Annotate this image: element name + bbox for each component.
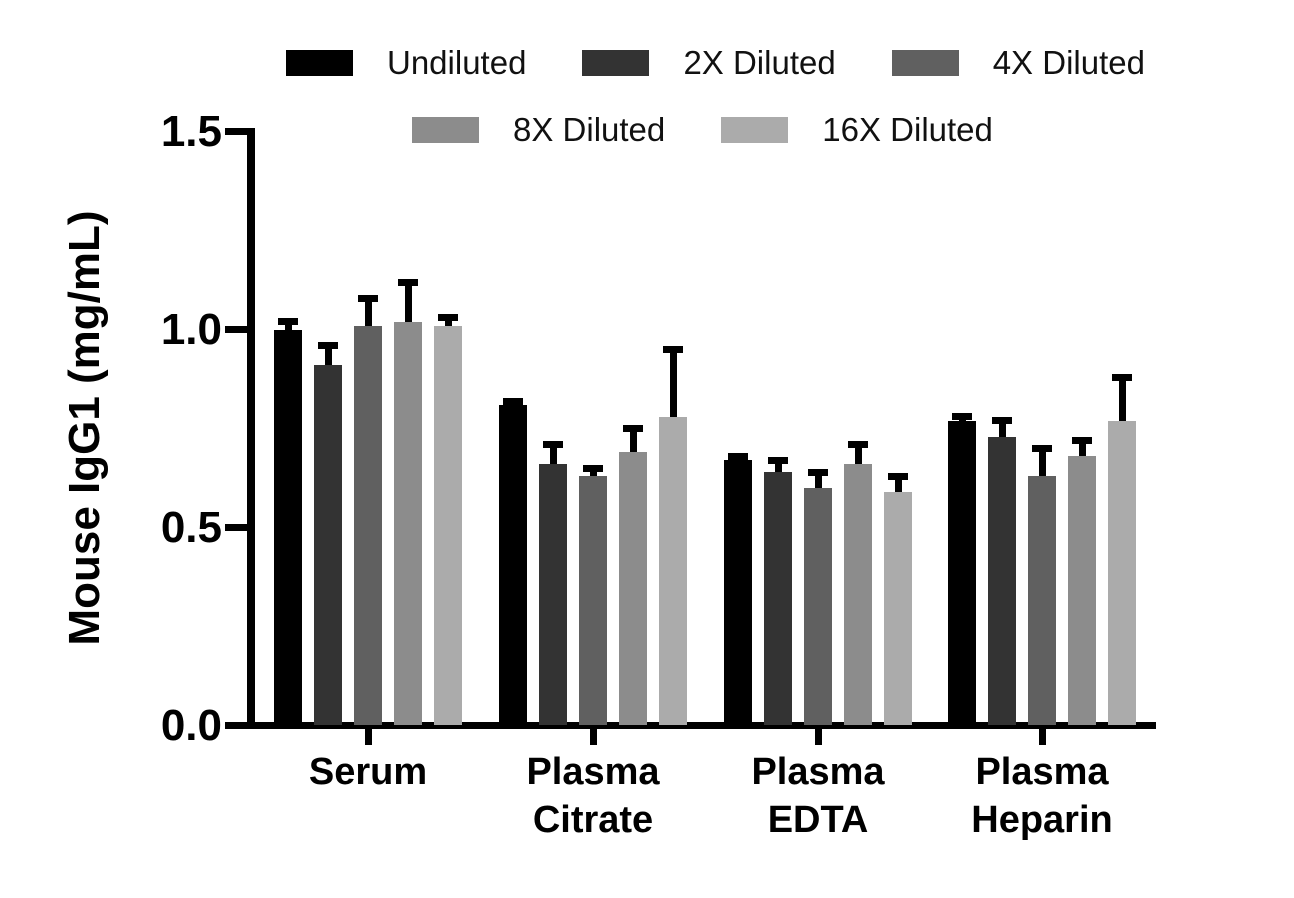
y-axis-tick bbox=[225, 128, 247, 136]
bar-plasma-edta-undiluted bbox=[724, 460, 752, 725]
category-label-plasma-citrate: Plasma Citrate bbox=[526, 751, 660, 841]
error-bar-cap-serum-4x-diluted bbox=[358, 294, 378, 302]
bar-plasma-citrate-4x-diluted bbox=[579, 476, 607, 725]
bar-plasma-heparin-8x-diluted bbox=[1068, 456, 1096, 725]
y-tick-label: 1.0 bbox=[160, 304, 222, 354]
y-axis-tick bbox=[225, 524, 247, 532]
error-bar-stem-serum-16x-diluted bbox=[444, 317, 452, 330]
legend-label-undiluted: Undiluted bbox=[387, 44, 527, 81]
error-bar-cap-plasma-edta-undiluted bbox=[728, 452, 748, 460]
error-bar-cap-serum-2x-diluted bbox=[318, 342, 338, 350]
x-axis-tick bbox=[364, 729, 372, 745]
bar-plasma-edta-2x-diluted bbox=[764, 472, 792, 725]
error-bar-stem-plasma-edta-16x-diluted bbox=[894, 476, 902, 497]
error-bar-cap-plasma-edta-2x-diluted bbox=[768, 456, 788, 464]
error-bar-stem-serum-2x-diluted bbox=[324, 345, 332, 370]
error-bar-stem-plasma-citrate-4x-diluted bbox=[589, 468, 597, 481]
bar-serum-undiluted bbox=[274, 329, 302, 725]
error-bar-cap-plasma-heparin-4x-diluted bbox=[1032, 445, 1052, 452]
error-bar-stem-plasma-edta-4x-diluted bbox=[814, 472, 822, 493]
error-bar-stem-serum-8x-diluted bbox=[404, 282, 412, 326]
y-tick-label: 0.0 bbox=[160, 700, 222, 750]
bar-plasma-heparin-16x-diluted bbox=[1108, 420, 1136, 725]
legend-swatch-undiluted bbox=[286, 50, 353, 76]
bar-plasma-citrate-16x-diluted bbox=[659, 416, 687, 725]
bar-serum-8x-diluted bbox=[394, 321, 422, 725]
y-axis-tick bbox=[225, 326, 247, 334]
bar-serum-2x-diluted bbox=[314, 365, 342, 725]
bar-plasma-heparin-undiluted bbox=[948, 420, 976, 725]
bar-plasma-citrate-undiluted bbox=[499, 404, 527, 725]
error-bar-cap-plasma-heparin-undiluted bbox=[952, 413, 972, 421]
error-bar-cap-plasma-citrate-4x-diluted bbox=[583, 464, 603, 472]
legend-swatch-8x-diluted bbox=[412, 117, 479, 143]
error-bar-stem-plasma-heparin-2x-diluted bbox=[998, 420, 1006, 441]
legend-label-16x-diluted: 16X Diluted bbox=[822, 111, 993, 148]
error-bar-stem-plasma-citrate-8x-diluted bbox=[629, 428, 637, 457]
x-axis-tick bbox=[589, 729, 597, 745]
error-bar-stem-plasma-edta-2x-diluted bbox=[774, 460, 782, 477]
x-axis-tick bbox=[1038, 729, 1046, 745]
error-bar-cap-plasma-edta-8x-diluted bbox=[848, 441, 868, 449]
legend-item-undiluted: Undiluted bbox=[286, 44, 526, 82]
y-tick-label: 0.5 bbox=[160, 502, 222, 552]
error-bar-cap-plasma-citrate-8x-diluted bbox=[623, 425, 643, 433]
error-bar-cap-plasma-edta-16x-diluted bbox=[888, 472, 908, 480]
error-bar-cap-plasma-heparin-2x-diluted bbox=[992, 417, 1012, 425]
error-bar-cap-plasma-citrate-16x-diluted bbox=[663, 346, 683, 354]
bar-plasma-heparin-4x-diluted bbox=[1028, 476, 1056, 725]
error-bar-cap-plasma-citrate-undiluted bbox=[503, 397, 523, 405]
error-bar-stem-plasma-edta-8x-diluted bbox=[854, 444, 862, 469]
bar-plasma-heparin-2x-diluted bbox=[988, 436, 1016, 725]
bar-plasma-citrate-2x-diluted bbox=[539, 464, 567, 725]
x-axis-line bbox=[247, 722, 1156, 729]
error-bar-stem-serum-undiluted bbox=[284, 321, 292, 334]
legend-item-2x-diluted: 2X Diluted bbox=[582, 44, 836, 82]
y-tick-label: 1.5 bbox=[160, 106, 222, 156]
error-bar-cap-serum-undiluted bbox=[278, 318, 298, 326]
legend-label-8x-diluted: 8X Diluted bbox=[513, 111, 666, 148]
bar-plasma-edta-4x-diluted bbox=[804, 488, 832, 725]
category-label-plasma-heparin: Plasma Heparin bbox=[971, 751, 1113, 841]
error-bar-stem-plasma-citrate-2x-diluted bbox=[549, 444, 557, 469]
legend-label-2x-diluted: 2X Diluted bbox=[683, 44, 836, 81]
x-axis-tick bbox=[814, 729, 822, 745]
legend-item-8x-diluted: 8X Diluted bbox=[412, 111, 665, 149]
legend-swatch-16x-diluted bbox=[721, 117, 789, 143]
category-label-plasma-edta: Plasma EDTA bbox=[751, 751, 885, 841]
error-bar-stem-plasma-heparin-8x-diluted bbox=[1078, 440, 1086, 461]
error-bar-stem-plasma-heparin-4x-diluted bbox=[1038, 448, 1046, 481]
error-bar-cap-plasma-citrate-2x-diluted bbox=[543, 441, 563, 449]
y-axis-title: Mouse IgG1 (mg/mL) bbox=[60, 210, 109, 646]
error-bar-cap-plasma-heparin-8x-diluted bbox=[1072, 437, 1092, 445]
error-bar-cap-serum-16x-diluted bbox=[438, 314, 458, 322]
bar-plasma-citrate-8x-diluted bbox=[619, 452, 647, 725]
error-bar-stem-serum-4x-diluted bbox=[364, 298, 372, 330]
error-bar-stem-plasma-heparin-16x-diluted bbox=[1118, 377, 1126, 425]
error-bar-cap-plasma-heparin-16x-diluted bbox=[1112, 373, 1132, 381]
error-bar-cap-serum-8x-diluted bbox=[398, 278, 418, 286]
legend-item-16x-diluted: 16X Diluted bbox=[721, 111, 993, 149]
legend-label-4x-diluted: 4X Diluted bbox=[992, 44, 1145, 81]
legend-row-1: Undiluted 2X Diluted 4X Diluted bbox=[286, 44, 1145, 82]
legend-item-4x-diluted: 4X Diluted bbox=[891, 44, 1145, 82]
legend-swatch-2x-diluted bbox=[582, 50, 650, 76]
legend-swatch-4x-diluted bbox=[891, 50, 959, 76]
y-axis-line bbox=[247, 128, 255, 729]
y-axis-tick bbox=[225, 722, 247, 729]
bar-serum-16x-diluted bbox=[434, 325, 462, 725]
bar-plasma-edta-16x-diluted bbox=[884, 492, 912, 725]
error-bar-stem-plasma-citrate-16x-diluted bbox=[669, 349, 677, 421]
category-label-serum: Serum bbox=[308, 751, 428, 793]
error-bar-cap-plasma-edta-4x-diluted bbox=[808, 468, 828, 476]
bar-plasma-edta-8x-diluted bbox=[844, 464, 872, 725]
legend-row-2: 8X Diluted 16X Diluted bbox=[412, 111, 993, 149]
bar-serum-4x-diluted bbox=[354, 325, 382, 725]
